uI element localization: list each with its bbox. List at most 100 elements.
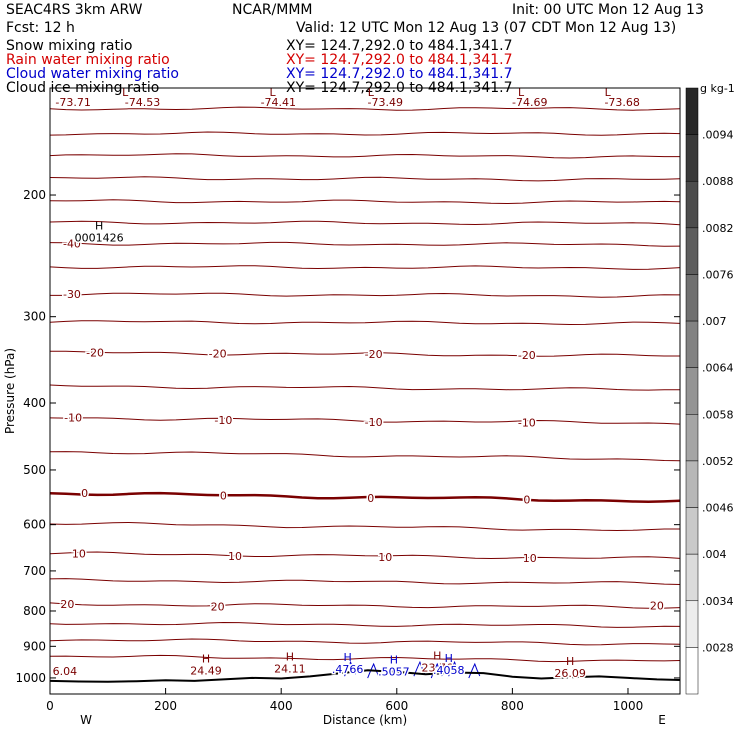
contour-label: -20 xyxy=(518,349,536,362)
contour-label: -30 xyxy=(63,288,81,301)
high-value-label: 0001426 xyxy=(75,232,124,245)
colorbar-label: .0076 xyxy=(702,268,734,281)
contour-line xyxy=(50,199,680,205)
top-value-label: -74.69 xyxy=(512,96,547,109)
y-tick-label: 300 xyxy=(23,310,46,324)
high-marker: H xyxy=(566,655,574,668)
colorbar-label: .0094 xyxy=(702,129,734,142)
colorbar-label: .004 xyxy=(702,548,727,561)
field-cloud-water-name: Cloud water mixing ratio xyxy=(6,66,179,82)
cloud-water-contour xyxy=(468,662,481,679)
init-time: Init: 00 UTC Mon 12 Aug 13 xyxy=(512,2,704,18)
high-value-label: .4058 xyxy=(433,664,465,677)
y-axis-title: Pressure (hPa) xyxy=(3,348,17,434)
contour-label: 0 xyxy=(523,494,530,507)
colorbar-segment xyxy=(685,320,699,368)
contour-label: 10 xyxy=(72,547,86,560)
contour-label: -10 xyxy=(518,417,536,430)
east-label: E xyxy=(658,713,666,727)
top-value-label: -74.53 xyxy=(125,96,160,109)
colorbar-segment xyxy=(685,553,699,602)
colorbar-label: .0046 xyxy=(702,502,734,515)
contour-line xyxy=(50,621,680,628)
contour-label: 0 xyxy=(81,487,88,500)
colorbar-segment xyxy=(685,647,699,695)
forecast-hour: Fcst: 12 h xyxy=(6,20,75,36)
contour-line xyxy=(50,131,680,136)
contour-line xyxy=(50,578,680,585)
field-cloud-water-xy: XY= 124.7,292.0 to 484.1,341.7 xyxy=(286,66,513,82)
top-value-label: -73.71 xyxy=(55,96,90,109)
top-value-label: -73.68 xyxy=(604,96,639,109)
contour-line xyxy=(50,417,680,425)
colorbar-label: .0082 xyxy=(702,222,734,235)
high-marker: H xyxy=(390,653,398,666)
organization-label: NCAR/MMM xyxy=(232,2,313,18)
colorbar-segment xyxy=(685,274,699,322)
field-snow-name: Snow mixing ratio xyxy=(6,38,133,54)
contour-labels: -40 -30 -20 -20 -20 -20 -10 -10 -10 -10 0 0 0 0 10 10 10… xyxy=(53,86,666,681)
low-marker: L xyxy=(269,86,276,99)
contour-label: -10 xyxy=(365,416,383,429)
high-value-label: 24.49 xyxy=(190,664,222,677)
contour-label: 10 xyxy=(523,552,537,565)
valid-time: Valid: 12 UTC Mon 12 Aug 13 (07 CDT Mon … xyxy=(296,20,677,36)
high-marker: H xyxy=(344,651,352,664)
high-marker: H xyxy=(286,650,294,663)
plot-header: SEAC4RS 3km ARW NCAR/MMM Init: 00 UTC Mo… xyxy=(0,0,740,100)
contour-label: -20 xyxy=(209,347,227,360)
contour-label: 20 xyxy=(650,599,664,612)
high-marker: H xyxy=(445,652,453,665)
contour-line xyxy=(50,153,680,159)
low-marker: L xyxy=(368,86,375,99)
terrain-line xyxy=(49,669,681,683)
contour-label: -20 xyxy=(365,348,383,361)
field-rain-xy: XY= 124.7,292.0 to 484.1,341.7 xyxy=(286,52,513,68)
contour-line xyxy=(50,654,680,663)
x-axis-title: Distance (km) xyxy=(323,713,407,727)
cloud-water-contour xyxy=(448,660,461,677)
colorbar-segment xyxy=(685,507,699,555)
y-tick-label: 200 xyxy=(23,188,46,202)
contour-line xyxy=(50,292,680,298)
cloud-water-contour xyxy=(344,660,356,677)
colorbar-segment xyxy=(685,460,699,508)
low-marker: L xyxy=(122,86,129,99)
temperature-contours xyxy=(50,106,680,679)
contour-line xyxy=(50,320,680,326)
high-value-label: 23.76 xyxy=(421,661,453,674)
low-marker: L xyxy=(518,86,525,99)
model-title: SEAC4RS 3km ARW xyxy=(6,2,143,18)
high-value-label: 24.11 xyxy=(274,662,306,675)
y-tick-label: 700 xyxy=(23,564,46,578)
contour-line xyxy=(50,602,680,609)
y-tick-label: 900 xyxy=(23,639,46,653)
colorbar-label: .0028 xyxy=(702,641,734,654)
contour-line xyxy=(50,451,680,462)
plot-frame xyxy=(49,87,681,695)
contour-line xyxy=(50,521,680,532)
colorbar-segment xyxy=(685,227,699,275)
contour-line xyxy=(50,176,680,182)
colorbar: .0094 .0088 .0082 .0076 .007 .0064 .0058 .0052.… xyxy=(685,82,735,695)
high-value-label: .5057 xyxy=(378,665,410,678)
contour-label: 20 xyxy=(211,600,225,613)
y-tick-label: 600 xyxy=(23,518,46,532)
contour-label: 10 xyxy=(378,551,392,564)
cloud-water-contour xyxy=(367,662,380,679)
contour-line xyxy=(50,384,680,391)
contour-label: -40 xyxy=(63,237,81,250)
high-marker: H xyxy=(433,649,441,662)
west-label: W xyxy=(80,713,92,727)
x-tick-label: 1000 xyxy=(613,699,644,713)
colorbar-segment xyxy=(685,600,699,648)
contour-line xyxy=(50,241,680,247)
contour-label: 0 xyxy=(220,489,227,502)
edge-value-label: 6.04 xyxy=(53,665,78,678)
contour-line xyxy=(50,106,680,111)
x-tick-label: 400 xyxy=(270,699,293,713)
x-tick-label: 800 xyxy=(501,699,524,713)
terrain-profile xyxy=(49,669,681,683)
